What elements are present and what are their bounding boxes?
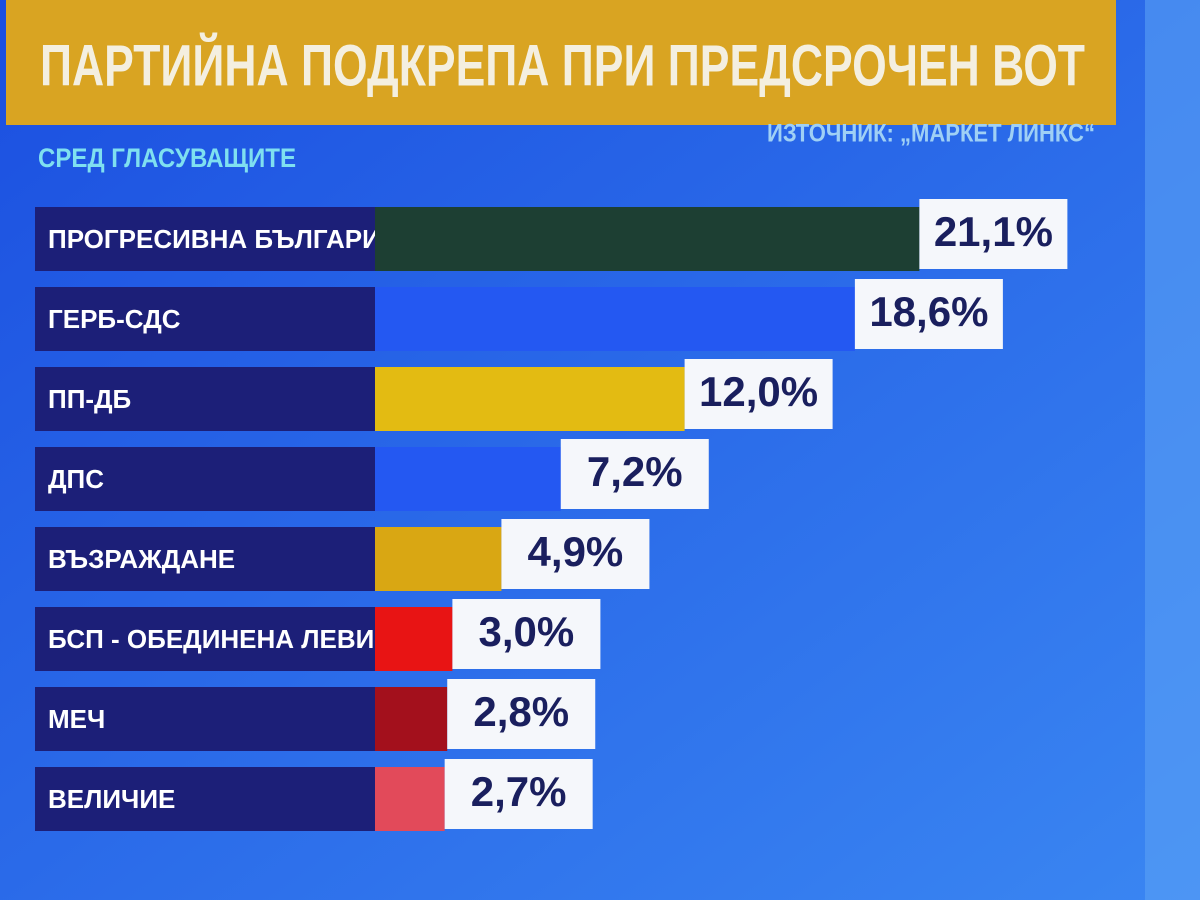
category-label: ПП-ДБ [48, 384, 131, 414]
category-label: ПРОГРЕСИВНА БЪЛГАРИЯ [48, 224, 400, 254]
category-label: БСП - ОБЕДИНЕНА ЛЕВИЦА [48, 624, 412, 654]
value-box [560, 439, 709, 509]
category-box [35, 207, 375, 271]
category-box [35, 287, 375, 351]
value-box [919, 199, 1068, 269]
bar [375, 527, 502, 591]
value-box [854, 279, 1003, 349]
bar [375, 767, 445, 831]
category-label: ВЕЛИЧИЕ [48, 784, 175, 814]
value-label: 4,9% [528, 528, 624, 575]
category-label: ДПС [48, 464, 104, 494]
subtitle: СРЕД ГЛАСУВАЩИТЕ [38, 143, 296, 173]
bar [375, 207, 920, 271]
value-label: 3,0% [479, 608, 575, 655]
bar [375, 447, 561, 511]
category-box [35, 447, 375, 511]
edge [1145, 0, 1200, 900]
category-label: ВЪЗРАЖДАНЕ [48, 544, 235, 574]
value-box [444, 759, 593, 829]
category-box [35, 767, 375, 831]
value-label: 2,8% [473, 688, 569, 735]
category-box [35, 527, 375, 591]
chart-title: ПАРТИЙНА ПОДКРЕПА ПРИ ПРЕДСРОЧЕН ВОТ [40, 33, 1085, 98]
source: ИЗТОЧНИК: „МАРКЕТ ЛИНКС“ [767, 120, 1095, 148]
value-label: 2,7% [471, 768, 567, 815]
category-box [35, 367, 375, 431]
category-box [35, 687, 375, 751]
value-label: 7,2% [587, 448, 683, 495]
value-box [447, 679, 596, 749]
category-label: ГЕРБ-СДС [48, 304, 181, 334]
value-label: 12,0% [699, 368, 818, 415]
title-banner [6, 0, 1116, 125]
bar [375, 607, 453, 671]
category-label: МЕЧ [48, 704, 105, 734]
value-box [684, 359, 833, 429]
category-box [35, 607, 375, 671]
value-box [501, 519, 650, 589]
bar [375, 687, 448, 751]
value-label: 18,6% [869, 288, 988, 335]
bar [375, 367, 685, 431]
value-box [452, 599, 601, 669]
value-label: 21,1% [934, 208, 1053, 255]
bar [375, 287, 855, 351]
